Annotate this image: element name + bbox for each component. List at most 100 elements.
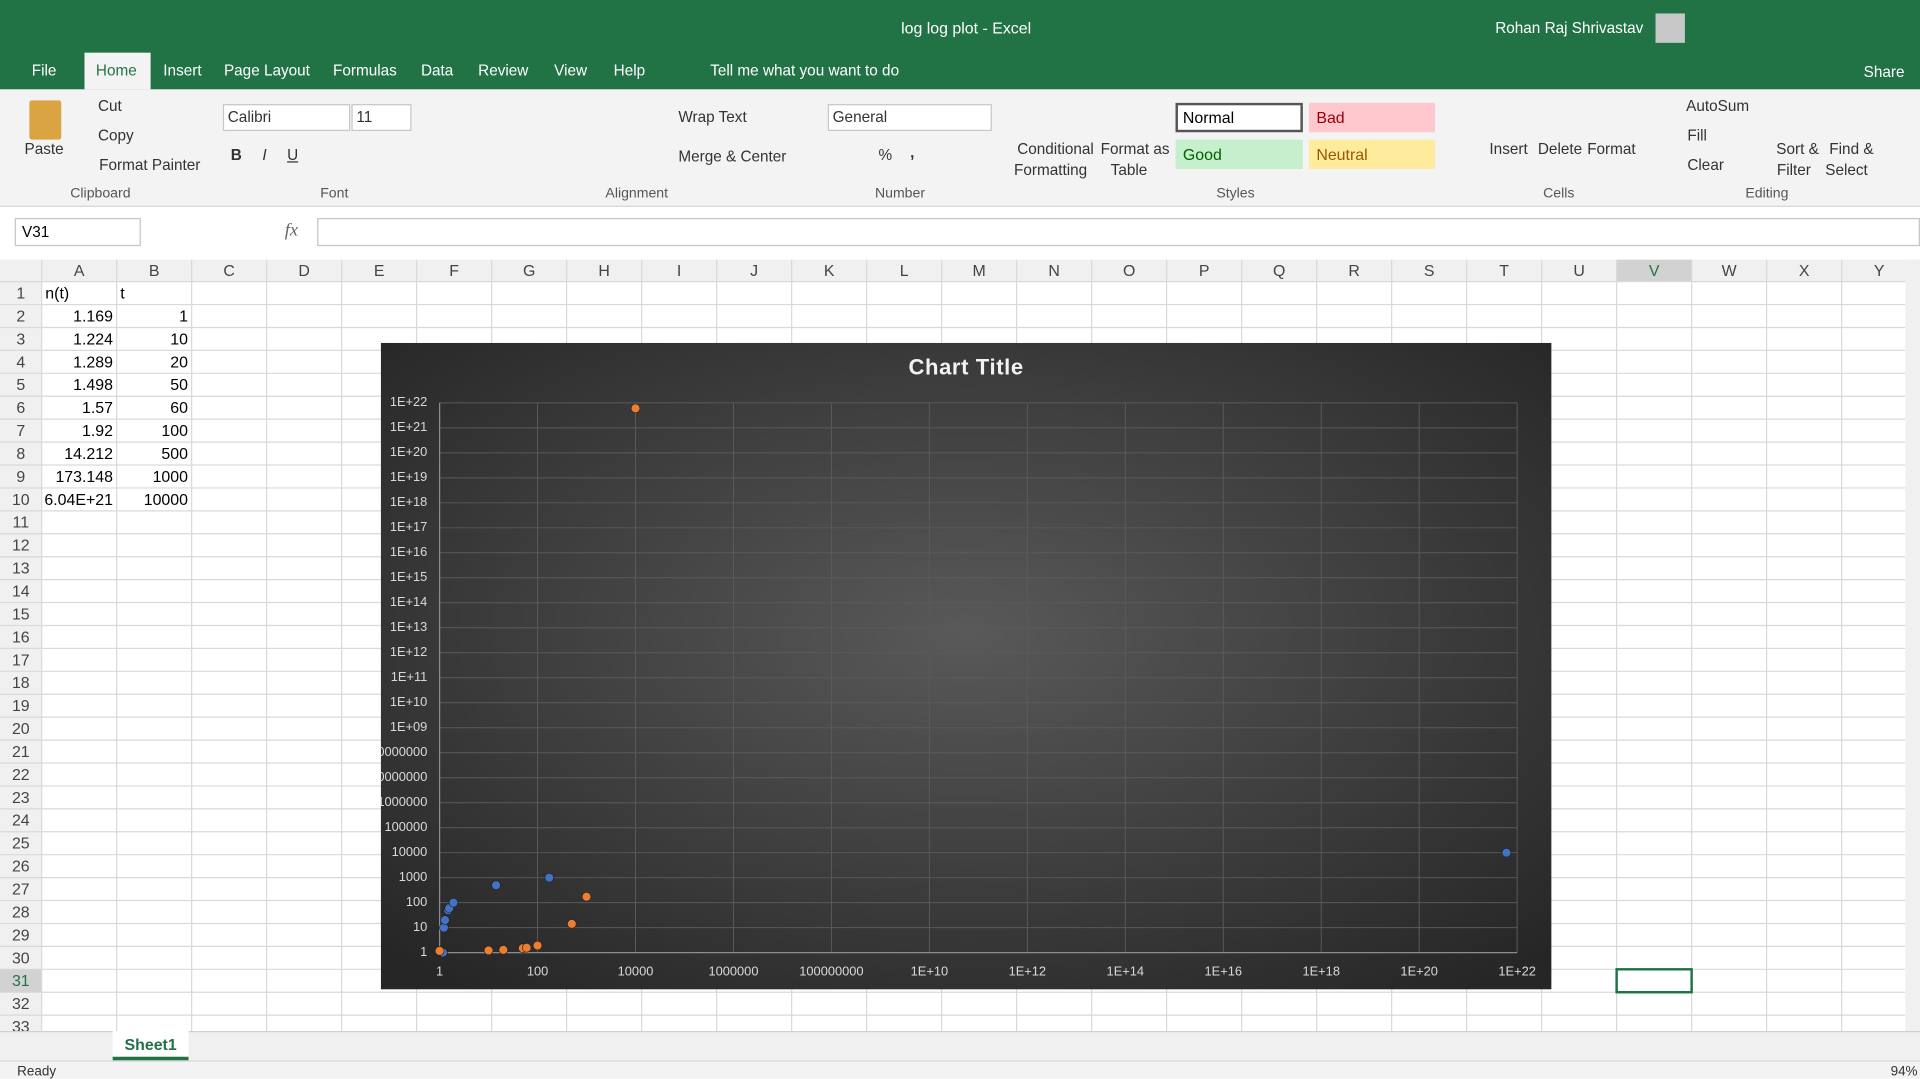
row-header: 14 (12, 584, 30, 601)
row-header: 16 (12, 629, 30, 646)
chart[interactable]: Chart Title 1 10 100 1000 10000 100000 1000000… (380, 342, 1552, 990)
data-point (440, 915, 450, 925)
ribbon-button[interactable]: Format as (1100, 140, 1170, 158)
ribbon-tab[interactable]: Formulas (333, 62, 397, 80)
user-avatar[interactable] (1655, 13, 1685, 43)
ribbon-tab[interactable]: Page Layout (223, 62, 310, 80)
ribbon-button[interactable]: Clear (1687, 156, 1724, 174)
ribbon-button[interactable]: Formatting (1014, 161, 1088, 179)
cell: 1.92 (82, 423, 113, 440)
y-tick-label: 1E+12 (390, 644, 428, 659)
active-sheet-tab[interactable] (112, 1031, 189, 1061)
paste-icon[interactable] (29, 100, 62, 140)
number-format-box[interactable] (827, 104, 992, 132)
font-size-box[interactable] (351, 104, 412, 132)
ribbon-tab[interactable]: View (554, 62, 588, 80)
style-normal[interactable] (1175, 102, 1303, 133)
data-point (434, 946, 445, 956)
ribbon-button[interactable]: % (878, 146, 893, 164)
ribbon-button[interactable]: Copy (97, 127, 134, 145)
ribbon-button[interactable]: Delete (1537, 140, 1583, 158)
ribbon-button[interactable]: Format Painter (99, 156, 201, 174)
column-header: F (449, 263, 459, 280)
data-point (521, 943, 532, 953)
row-header: 2 (16, 308, 25, 325)
ribbon-tab[interactable]: Insert (163, 62, 202, 80)
share-button[interactable]: Share (1863, 63, 1905, 81)
ribbon-button[interactable]: Bad (1316, 108, 1345, 127)
ribbon-group-label: Styles (1216, 186, 1255, 202)
tell-me[interactable]: Tell me what you want to do (710, 62, 900, 80)
ribbon-button[interactable]: B (230, 146, 242, 164)
sheet-tab[interactable]: Sheet1 (124, 1035, 177, 1054)
style-good[interactable] (1175, 139, 1303, 169)
ribbon-button[interactable]: U (287, 146, 299, 164)
cell: 1.498 (73, 377, 113, 394)
ribbon-group-label: Number (874, 186, 926, 202)
font-name-box[interactable] (222, 104, 351, 132)
column-header: U (1573, 263, 1585, 280)
column-header: N (1048, 263, 1060, 280)
ribbon-button[interactable]: Conditional (1017, 140, 1094, 158)
name-box[interactable] (14, 217, 141, 247)
ribbon-button[interactable]: Fill (1687, 127, 1707, 145)
ribbon-button[interactable]: Calibri (227, 108, 272, 126)
x-tick-label: 1E+18 (1302, 964, 1340, 979)
row-header: 8 (16, 446, 25, 463)
column-header: S (1424, 263, 1435, 280)
x-tick-label: 100000000 (799, 964, 863, 979)
y-tick-label: 100000 (384, 819, 427, 834)
ribbon-button[interactable]: I (262, 146, 267, 164)
column-header: E (374, 263, 385, 280)
ribbon-button[interactable]: Format (1587, 140, 1636, 158)
ribbon-button[interactable]: Cut (97, 97, 122, 115)
ribbon-button[interactable]: Normal (1182, 108, 1235, 127)
row-header: 22 (12, 767, 30, 784)
ribbon-button[interactable]: Sort & (1776, 140, 1819, 158)
row-header: 27 (12, 882, 30, 899)
ribbon-tab[interactable]: Home (95, 62, 137, 80)
row-header: 32 (12, 996, 30, 1013)
ribbon-button[interactable]: Find & (1829, 140, 1874, 158)
ribbon-button[interactable]: General (832, 108, 888, 126)
sheet-tab-bar (0, 1031, 1920, 1061)
ribbon-button[interactable]: , (910, 144, 915, 162)
ribbon-button[interactable]: Insert (1489, 140, 1528, 158)
cell: 500 (161, 446, 188, 463)
column-header: C (223, 263, 235, 280)
x-tick-label: 1E+14 (1107, 964, 1145, 979)
ribbon-button[interactable]: Neutral (1316, 145, 1368, 164)
ribbon-group-label: Editing (1745, 186, 1789, 202)
y-tick-label: 1E+09 (390, 719, 428, 734)
ribbon-tab[interactable]: File (31, 62, 57, 80)
style-neutral[interactable] (1308, 139, 1436, 169)
column-header: Y (1874, 263, 1885, 280)
ribbon-button[interactable]: Table (1110, 161, 1148, 179)
ribbon-tab[interactable]: Data (420, 62, 454, 80)
cell: 1000 (153, 469, 189, 486)
ribbon-button[interactable]: 11 (356, 108, 373, 126)
ribbon-tab[interactable]: Help (613, 62, 646, 80)
formula-input[interactable] (317, 217, 1920, 247)
row-header: 26 (12, 859, 30, 876)
cell: 20 (170, 354, 188, 371)
ribbon-button[interactable]: Good (1182, 145, 1222, 164)
ribbon-button[interactable]: Filter (1776, 161, 1811, 179)
user-name[interactable]: Rohan Raj Shrivastav (1495, 19, 1644, 37)
zoom-level[interactable]: 94% (1890, 1064, 1918, 1079)
ribbon-button[interactable]: Wrap Text (678, 108, 747, 126)
style-bad[interactable] (1308, 102, 1436, 133)
name-box-text[interactable]: V31 (22, 223, 50, 241)
column-header: I (677, 263, 681, 280)
ribbon-button[interactable]: Select (1825, 161, 1868, 179)
vertical-scrollbar (1905, 259, 1920, 1032)
ribbon-button[interactable]: Merge & Center (678, 147, 787, 166)
fx-button[interactable]: fx (284, 221, 299, 241)
ribbon-tab[interactable]: Review (478, 62, 529, 80)
row-header: 9 (16, 469, 25, 486)
ribbon-button[interactable]: Paste (24, 140, 64, 158)
y-tick-label: 1 (420, 944, 427, 959)
row-header: 33 (12, 1019, 30, 1031)
ribbon-button[interactable]: AutoSum (1686, 97, 1750, 115)
cell: 1.57 (82, 400, 113, 417)
